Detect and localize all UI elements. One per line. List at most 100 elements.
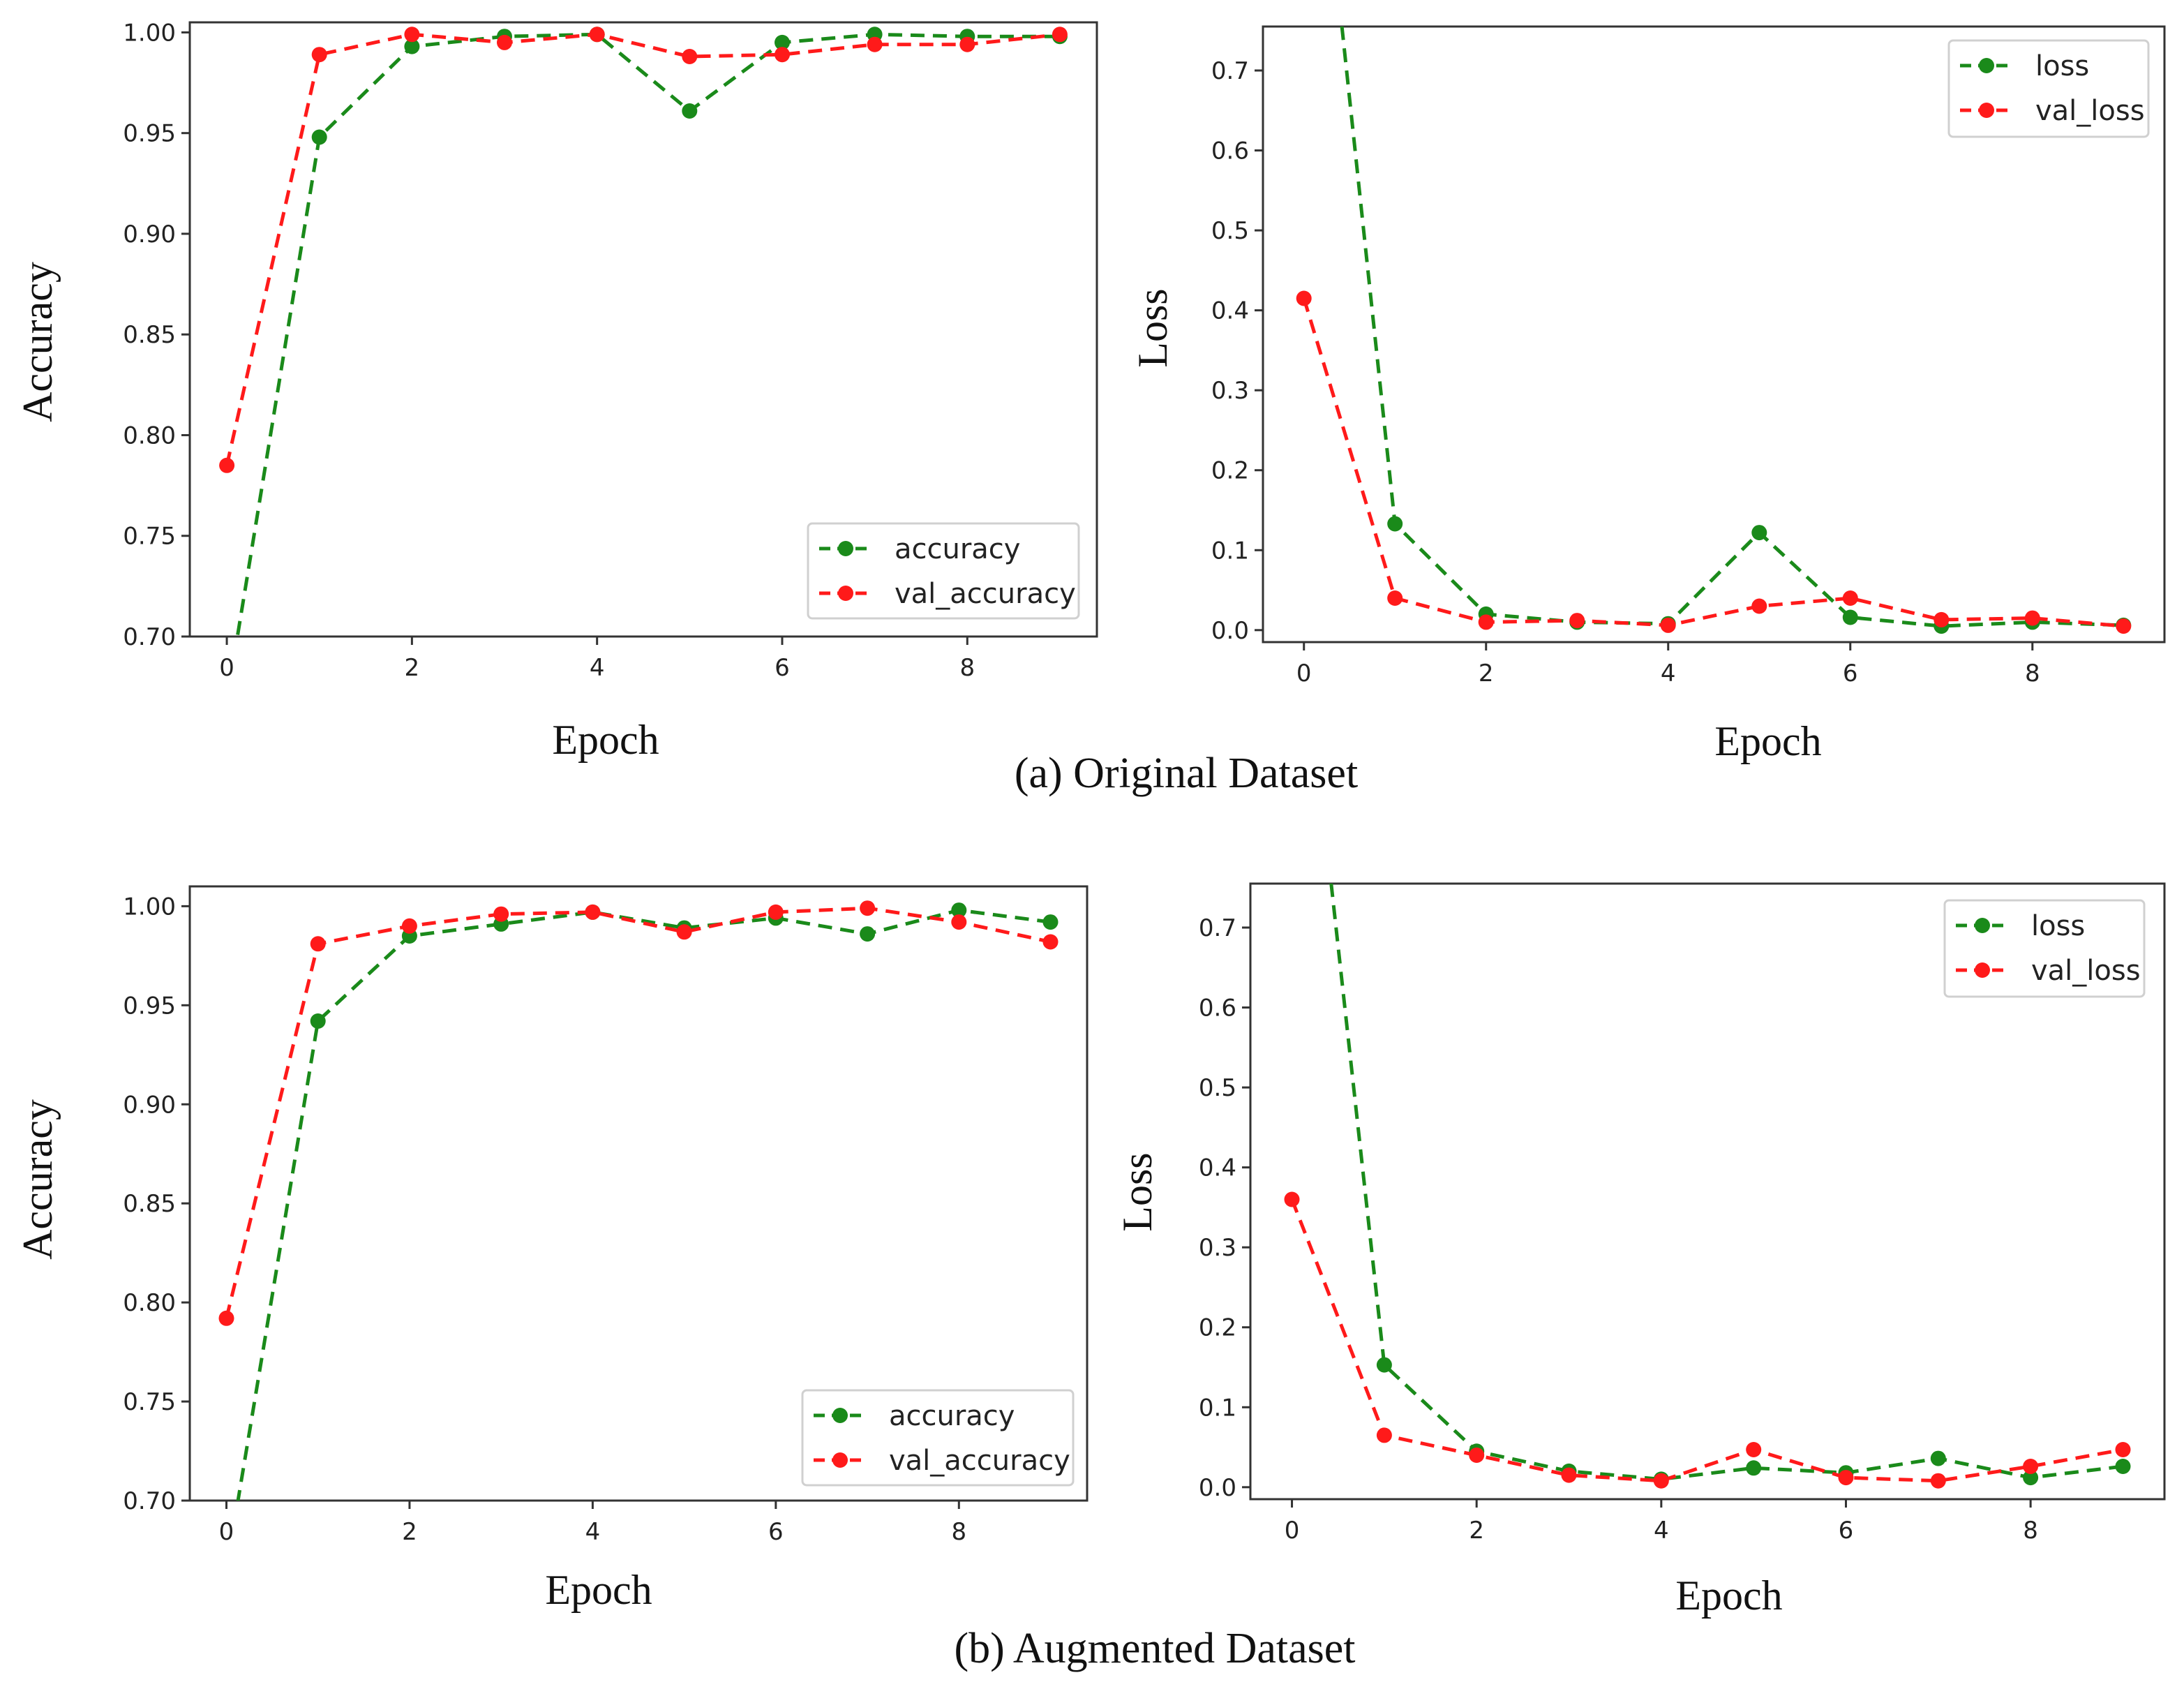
y-tick-label: 0.75 [123, 1388, 176, 1416]
y-axis-label: Loss [1130, 288, 1176, 367]
data-point-val_accuracy [1052, 27, 1068, 43]
series-line-val_loss [1302, 297, 2124, 628]
legend-marker-accuracy [838, 541, 853, 556]
y-tick-label: 0.1 [1199, 1394, 1236, 1422]
y-axis-label: Accuracy [15, 262, 61, 422]
x-tick-label: 8 [951, 1518, 966, 1546]
x-tick-label: 6 [1843, 660, 1858, 687]
data-point-val_accuracy [497, 34, 512, 50]
data-point-val_accuracy [860, 900, 876, 916]
legend-label-val_accuracy: val_accuracy [895, 578, 1076, 610]
legend-marker-loss [1979, 58, 1994, 73]
caption-original-dataset: (a) Original Dataset [1015, 750, 1358, 797]
legend-box [801, 1389, 1075, 1487]
y-tick-label: 0.70 [123, 623, 176, 651]
series-line-accuracy [235, 32, 1060, 637]
data-point-accuracy [860, 926, 876, 942]
legend: loss val_loss [1943, 899, 2146, 998]
chart-augmented-accuracy: 0.70 0.75 0.80 0.85 0.90 0.95 1.00 0 2 4 6 8 Epoch Ac… [15, 885, 1089, 1613]
data-point-val_loss [1653, 1473, 1669, 1489]
data-point-val_loss [1296, 290, 1312, 306]
x-tick-label: 2 [1469, 1517, 1484, 1545]
data-point-val_accuracy [401, 918, 417, 934]
x-tick-label: 0 [1285, 1517, 1300, 1545]
data-point-loss [2115, 1459, 2131, 1474]
data-point-accuracy [775, 34, 790, 50]
y-tick-label: 0.7 [1211, 57, 1249, 85]
data-point-val_loss [1561, 1467, 1577, 1483]
data-point-val_accuracy [682, 49, 698, 64]
y-tick-label: 0.0 [1211, 617, 1249, 645]
legend: loss val_loss [1947, 39, 2150, 138]
plot-area [1296, 27, 2132, 634]
data-point-accuracy [1042, 914, 1059, 930]
y-tick-label: 1.00 [123, 19, 176, 47]
data-point-accuracy [310, 1013, 326, 1029]
legend-marker-accuracy [832, 1408, 848, 1423]
data-point-loss [1746, 1460, 1762, 1476]
legend-marker-val_accuracy [838, 586, 853, 601]
x-tick-label: 2 [1479, 660, 1494, 687]
legend-label-loss: loss [2035, 50, 2089, 82]
y-tick-label: 0.3 [1211, 377, 1249, 405]
data-point-val_accuracy [585, 904, 601, 920]
x-tick-label: 8 [2023, 1517, 2038, 1545]
y-tick-label: 0.4 [1199, 1154, 1236, 1182]
y-axis-label: Accuracy [15, 1099, 61, 1260]
data-point-loss [1387, 516, 1403, 532]
data-point-val_accuracy [768, 904, 784, 920]
data-point-val_accuracy [404, 27, 420, 43]
y-tick-label: 0.6 [1211, 137, 1249, 165]
y-tick-label: 0.80 [123, 1289, 176, 1317]
data-point-loss [1376, 1357, 1392, 1373]
y-tick-label: 1.00 [123, 893, 176, 921]
data-point-val_accuracy [218, 1310, 234, 1326]
y-tick-label: 0.70 [123, 1487, 176, 1515]
y-tick-label: 0.95 [123, 120, 176, 148]
caption-augmented-dataset: (b) Augmented Dataset [954, 1625, 1355, 1672]
data-point-val_loss [1930, 1473, 1946, 1489]
plot-frame [1249, 882, 2166, 1501]
series-line-loss [1329, 884, 2123, 1481]
plot-frame [188, 885, 1089, 1502]
x-tick-label: 0 [219, 1518, 234, 1546]
chart-original-loss: 0.0 0.1 0.2 0.3 0.4 0.5 0.6 0.7 0 2 4 6 8 Epoch Loss lo… [1130, 25, 2166, 764]
data-point-val_loss [1569, 613, 1585, 629]
y-tick-label: 0.5 [1199, 1074, 1236, 1102]
data-point-accuracy [219, 1562, 234, 1577]
y-tick-label: 0.85 [123, 1190, 176, 1218]
x-tick-label: 6 [775, 654, 790, 682]
x-axis-label: Epoch [1714, 718, 1821, 764]
series-line-accuracy [236, 908, 1051, 1501]
data-point-accuracy [682, 103, 698, 119]
y-tick-label: 0.2 [1199, 1314, 1236, 1342]
y-tick-label: 0.90 [123, 221, 176, 248]
data-point-accuracy [219, 693, 234, 708]
y-tick-label: 0.90 [123, 1091, 176, 1119]
y-tick-label: 0.4 [1211, 297, 1249, 325]
x-tick-label: 2 [405, 654, 420, 682]
chart-original-accuracy: 0.70 0.75 0.80 0.85 0.90 0.95 1.00 0 2 4 6 8 Epoch Ac… [15, 19, 1098, 763]
data-point-val_accuracy [1042, 934, 1059, 950]
legend-label-loss: loss [2031, 910, 2085, 942]
x-axis-label: Epoch [1675, 1572, 1782, 1619]
legend-marker-val_loss [1975, 962, 1990, 978]
plot-area [219, 27, 1068, 708]
data-point-val_loss [1842, 590, 1858, 606]
legend-marker-val_loss [1979, 103, 1994, 118]
data-point-val_loss [1934, 611, 1950, 627]
plot-area [218, 900, 1059, 1577]
x-tick-label: 2 [402, 1518, 417, 1546]
data-point-loss [1751, 525, 1767, 541]
series-line-val_loss [1290, 1198, 2123, 1483]
plot-area [1284, 884, 2131, 1489]
x-axis-label: Epoch [545, 1567, 652, 1613]
y-tick-label: 0.75 [123, 523, 176, 551]
x-tick-label: 8 [959, 654, 975, 682]
x-tick-label: 6 [1839, 1517, 1854, 1545]
x-axis-label: Epoch [552, 717, 659, 763]
data-point-loss [1930, 1450, 1946, 1466]
legend-marker-loss [1975, 918, 1990, 933]
y-tick-label: 0.5 [1211, 217, 1249, 245]
data-point-val_loss [1284, 1191, 1300, 1207]
